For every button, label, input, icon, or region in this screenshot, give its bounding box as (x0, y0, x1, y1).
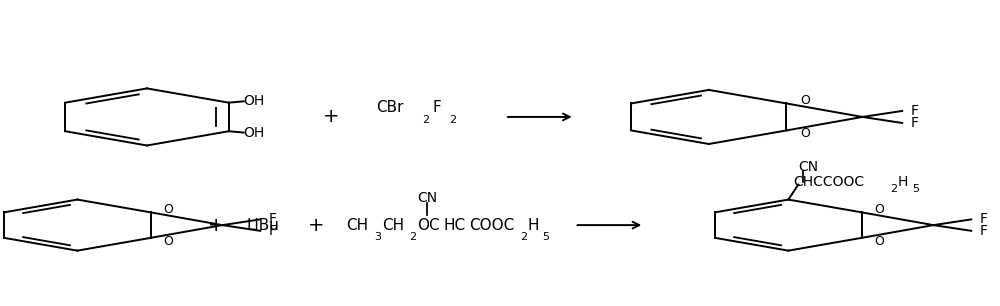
Text: CH: CH (346, 218, 368, 233)
Text: OH: OH (244, 94, 265, 108)
Text: O: O (875, 234, 885, 248)
Text: O: O (164, 203, 174, 216)
Text: 2: 2 (520, 232, 527, 242)
Text: +: + (308, 216, 324, 235)
Text: F: F (910, 104, 918, 118)
Text: 3: 3 (374, 232, 381, 242)
Text: O: O (164, 234, 174, 248)
Text: H: H (898, 174, 908, 188)
Text: +: + (323, 107, 339, 126)
Text: F: F (979, 212, 987, 226)
Text: F: F (268, 224, 276, 238)
Text: H: H (528, 218, 539, 233)
Text: 2: 2 (890, 184, 897, 194)
Text: CH: CH (382, 218, 404, 233)
Text: CN: CN (798, 159, 818, 174)
Text: F: F (979, 224, 987, 238)
Text: 2: 2 (449, 115, 456, 125)
Text: F: F (910, 116, 918, 130)
Text: 2: 2 (422, 115, 430, 125)
Text: OC: OC (417, 218, 440, 233)
Text: F: F (268, 212, 276, 226)
Text: 5: 5 (542, 232, 549, 242)
Text: +: + (208, 216, 225, 235)
Text: O: O (800, 94, 810, 106)
Text: 2: 2 (410, 232, 417, 242)
Text: O: O (875, 203, 885, 216)
Text: O: O (800, 127, 810, 140)
Text: F: F (432, 100, 441, 115)
Text: HC: HC (443, 218, 465, 233)
Text: CHCCOOC: CHCCOOC (793, 174, 864, 188)
Text: OH: OH (244, 125, 265, 140)
Text: CBr: CBr (376, 100, 403, 115)
Text: LiBu: LiBu (246, 218, 279, 233)
Text: COOC: COOC (469, 218, 514, 233)
Text: 5: 5 (912, 184, 919, 194)
Text: CN: CN (417, 191, 437, 205)
